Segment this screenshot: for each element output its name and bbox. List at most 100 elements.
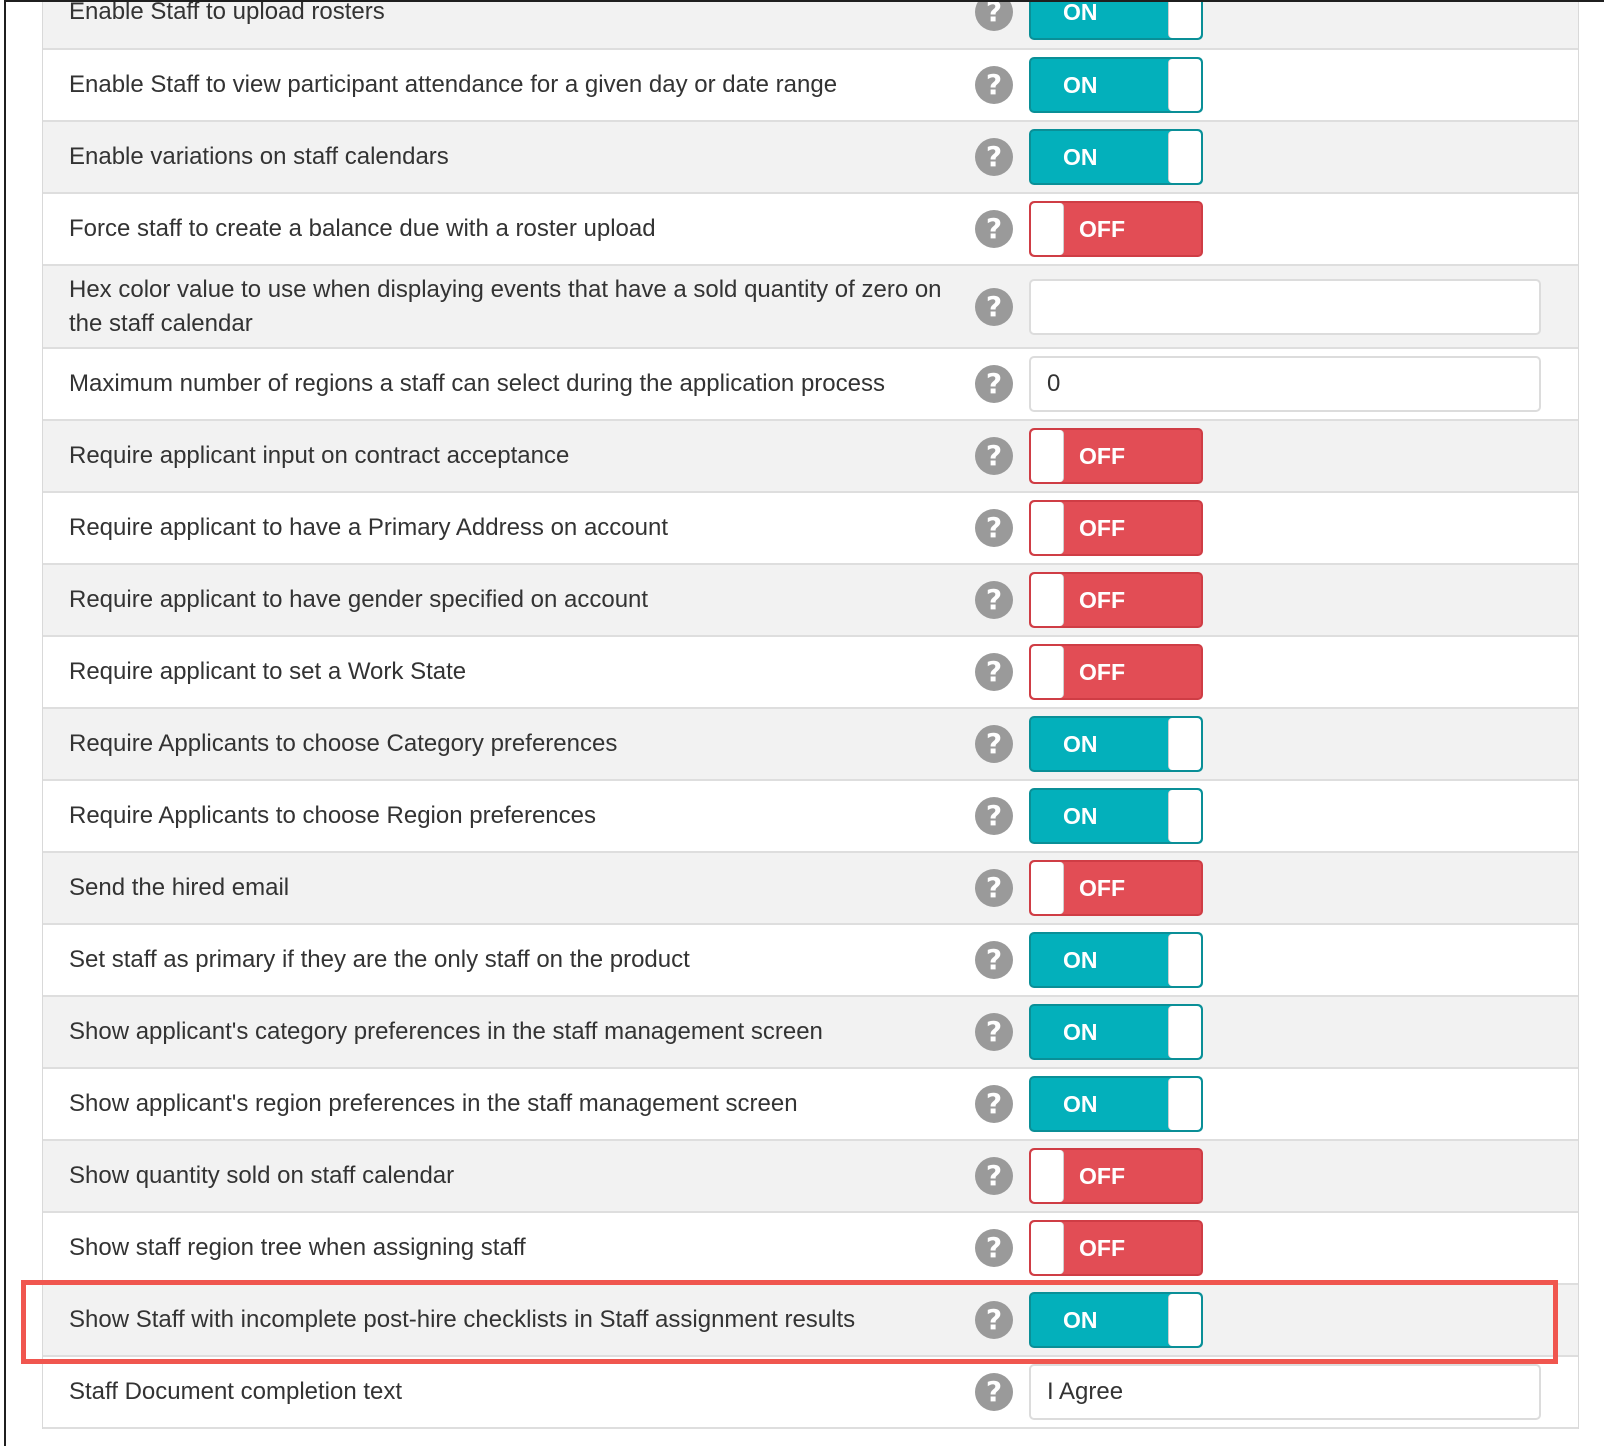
setting-row: Require applicant to have a Primary Addr… — [43, 493, 1578, 565]
toggle-switch[interactable]: ON — [1029, 57, 1203, 113]
toggle-switch[interactable]: OFF — [1029, 860, 1203, 916]
toggle-knob[interactable] — [1031, 1150, 1064, 1202]
toggle-switch[interactable]: OFF — [1029, 1148, 1203, 1204]
toggle-knob[interactable] — [1168, 718, 1201, 770]
toggle-state-label: OFF — [1079, 1235, 1125, 1261]
toggle-switch[interactable]: ON — [1029, 716, 1203, 772]
help-icon[interactable]: ? — [975, 581, 1013, 619]
setting-row: Show quantity sold on staff calendar? OFF — [43, 1141, 1578, 1213]
help-icon[interactable]: ? — [975, 1373, 1013, 1411]
settings-frame: Enable Staff to upload rosters? ON Enable … — [4, 0, 1604, 1446]
toggle-knob[interactable] — [1168, 790, 1201, 842]
toggle-knob[interactable] — [1031, 574, 1064, 626]
toggle-knob[interactable] — [1168, 1006, 1201, 1058]
setting-row: Require applicant to have gender specifi… — [43, 565, 1578, 637]
setting-row: Maximum number of regions a staff can se… — [43, 349, 1578, 421]
help-icon[interactable]: ? — [975, 725, 1013, 763]
toggle-knob[interactable] — [1031, 430, 1064, 482]
toggle-state-label: OFF — [1079, 515, 1125, 541]
setting-row: Require applicant input on contract acce… — [43, 421, 1578, 493]
settings-table: Enable Staff to upload rosters? ON Enable … — [42, 2, 1579, 1429]
setting-label: Show applicant's category preferences in… — [69, 1018, 823, 1045]
toggle-switch[interactable]: ON — [1029, 788, 1203, 844]
setting-row: Enable variations on staff calendars? ON — [43, 122, 1578, 194]
help-icon[interactable]: ? — [975, 437, 1013, 475]
setting-row: Send the hired email? OFF — [43, 853, 1578, 925]
setting-label: Maximum number of regions a staff can se… — [69, 370, 885, 397]
toggle-state-label: ON — [1063, 144, 1098, 170]
toggle-state-label: OFF — [1079, 216, 1125, 242]
toggle-switch[interactable]: OFF — [1029, 572, 1203, 628]
setting-row: Show applicant's category preferences in… — [43, 997, 1578, 1069]
toggle-knob[interactable] — [1031, 203, 1064, 255]
setting-text-input[interactable]: I Agree — [1029, 1364, 1541, 1420]
setting-label: Show Staff with incomplete post-hire che… — [69, 1306, 856, 1333]
toggle-knob[interactable] — [1031, 862, 1064, 914]
toggle-knob[interactable] — [1168, 1294, 1201, 1346]
setting-label: Enable Staff to view participant attenda… — [69, 71, 838, 98]
setting-row: Enable Staff to view participant attenda… — [43, 50, 1578, 122]
help-icon[interactable]: ? — [975, 1013, 1013, 1051]
toggle-knob[interactable] — [1168, 59, 1201, 111]
setting-label: Require Applicants to choose Region pref… — [69, 802, 596, 829]
setting-row: Hex color value to use when displaying e… — [43, 266, 1578, 349]
setting-row: Show staff region tree when assigning st… — [43, 1213, 1578, 1285]
help-icon[interactable]: ? — [975, 365, 1013, 403]
toggle-state-label: ON — [1063, 803, 1098, 829]
setting-row: Show Staff with incomplete post-hire che… — [43, 1285, 1578, 1357]
toggle-state-label: OFF — [1079, 875, 1125, 901]
setting-label: Require applicant to set a Work State — [69, 658, 467, 685]
toggle-knob[interactable] — [1031, 646, 1064, 698]
help-icon[interactable]: ? — [975, 66, 1013, 104]
toggle-knob[interactable] — [1031, 1222, 1064, 1274]
help-icon[interactable]: ? — [975, 1301, 1013, 1339]
toggle-state-label: ON — [1063, 731, 1098, 757]
toggle-switch[interactable]: ON — [1029, 129, 1203, 185]
setting-text-input[interactable]: 0 — [1029, 356, 1541, 412]
setting-label: Show quantity sold on staff calendar — [69, 1162, 455, 1189]
toggle-switch[interactable]: ON — [1029, 1004, 1203, 1060]
setting-text-input[interactable] — [1029, 278, 1541, 335]
setting-label: Force staff to create a balance due with… — [69, 215, 656, 242]
setting-row: Staff Document completion text? I Agree — [43, 1357, 1578, 1429]
toggle-knob[interactable] — [1031, 502, 1064, 554]
toggle-state-label: OFF — [1079, 443, 1125, 469]
toggle-switch[interactable]: ON — [1029, 2, 1203, 40]
toggle-state-label: ON — [1063, 1091, 1098, 1117]
help-icon[interactable]: ? — [975, 797, 1013, 835]
help-icon[interactable]: ? — [975, 869, 1013, 907]
setting-row: Enable Staff to upload rosters? ON — [43, 2, 1578, 50]
setting-label: Show applicant's region preferences in t… — [69, 1090, 798, 1117]
help-icon[interactable]: ? — [975, 210, 1013, 248]
toggle-switch[interactable]: OFF — [1029, 500, 1203, 556]
help-icon[interactable]: ? — [975, 287, 1013, 326]
toggle-switch[interactable]: ON — [1029, 1076, 1203, 1132]
setting-label: Hex color value to use when displaying e… — [69, 275, 942, 337]
help-icon[interactable]: ? — [975, 653, 1013, 691]
toggle-switch[interactable]: ON — [1029, 932, 1203, 988]
setting-label: Require Applicants to choose Category pr… — [69, 730, 618, 757]
help-icon[interactable]: ? — [975, 138, 1013, 176]
help-icon[interactable]: ? — [975, 509, 1013, 547]
toggle-switch[interactable]: ON — [1029, 1292, 1203, 1348]
setting-label: Set staff as primary if they are the onl… — [69, 946, 690, 973]
toggle-state-label: ON — [1063, 1019, 1098, 1045]
toggle-state-label: OFF — [1079, 587, 1125, 613]
toggle-knob[interactable] — [1168, 2, 1201, 38]
toggle-state-label: ON — [1063, 1307, 1098, 1333]
toggle-state-label: ON — [1063, 947, 1098, 973]
help-icon[interactable]: ? — [975, 2, 1013, 31]
help-icon[interactable]: ? — [975, 941, 1013, 979]
setting-row: Set staff as primary if they are the onl… — [43, 925, 1578, 997]
toggle-switch[interactable]: OFF — [1029, 1220, 1203, 1276]
setting-row: Require Applicants to choose Region pref… — [43, 781, 1578, 853]
help-icon[interactable]: ? — [975, 1229, 1013, 1267]
help-icon[interactable]: ? — [975, 1085, 1013, 1123]
toggle-switch[interactable]: OFF — [1029, 644, 1203, 700]
toggle-switch[interactable]: OFF — [1029, 201, 1203, 257]
toggle-knob[interactable] — [1168, 1078, 1201, 1130]
help-icon[interactable]: ? — [975, 1157, 1013, 1195]
toggle-switch[interactable]: OFF — [1029, 428, 1203, 484]
toggle-knob[interactable] — [1168, 131, 1201, 183]
toggle-knob[interactable] — [1168, 934, 1201, 986]
